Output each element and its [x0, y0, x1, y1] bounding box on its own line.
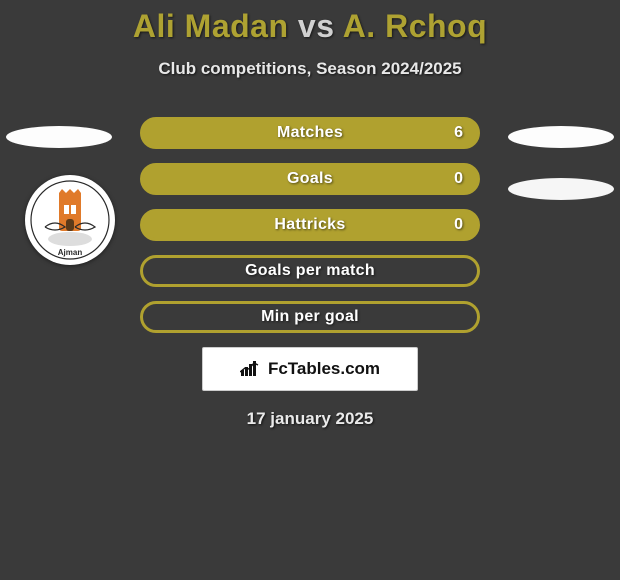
stat-label: Matches [277, 124, 343, 142]
barchart-icon [240, 360, 262, 378]
stat-row: Goals 0 [140, 163, 480, 195]
subtitle: Club competitions, Season 2024/2025 [0, 59, 620, 79]
footer-date: 17 january 2025 [0, 409, 620, 429]
svg-text:Ajman: Ajman [58, 248, 83, 257]
stat-row: Hattricks 0 [140, 209, 480, 241]
comparison-title: Ali Madan vs A. Rchoq [0, 0, 620, 45]
stat-value: 6 [454, 124, 463, 142]
title-vs: vs [298, 8, 335, 44]
player2-name: A. Rchoq [343, 8, 487, 44]
stat-row: Goals per match [140, 255, 480, 287]
right-ellipse-decor [508, 126, 614, 148]
stat-value: 0 [454, 216, 463, 234]
stat-row: Min per goal [140, 301, 480, 333]
stat-label: Goals [287, 170, 333, 188]
stat-value: 0 [454, 170, 463, 188]
right-ellipse-decor-2 [508, 178, 614, 200]
left-ellipse-decor [6, 126, 112, 148]
stat-label: Goals per match [245, 262, 375, 280]
stat-row: Matches 6 [140, 117, 480, 149]
site-badge[interactable]: FcTables.com [202, 347, 418, 391]
stat-label: Hattricks [274, 216, 345, 234]
site-badge-row: FcTables.com [0, 347, 620, 391]
player1-name: Ali Madan [133, 8, 289, 44]
club-logo: Ajman [25, 175, 115, 265]
club-logo-svg: Ajman [25, 175, 115, 265]
stat-label: Min per goal [261, 308, 359, 326]
site-badge-text: FcTables.com [268, 359, 380, 379]
